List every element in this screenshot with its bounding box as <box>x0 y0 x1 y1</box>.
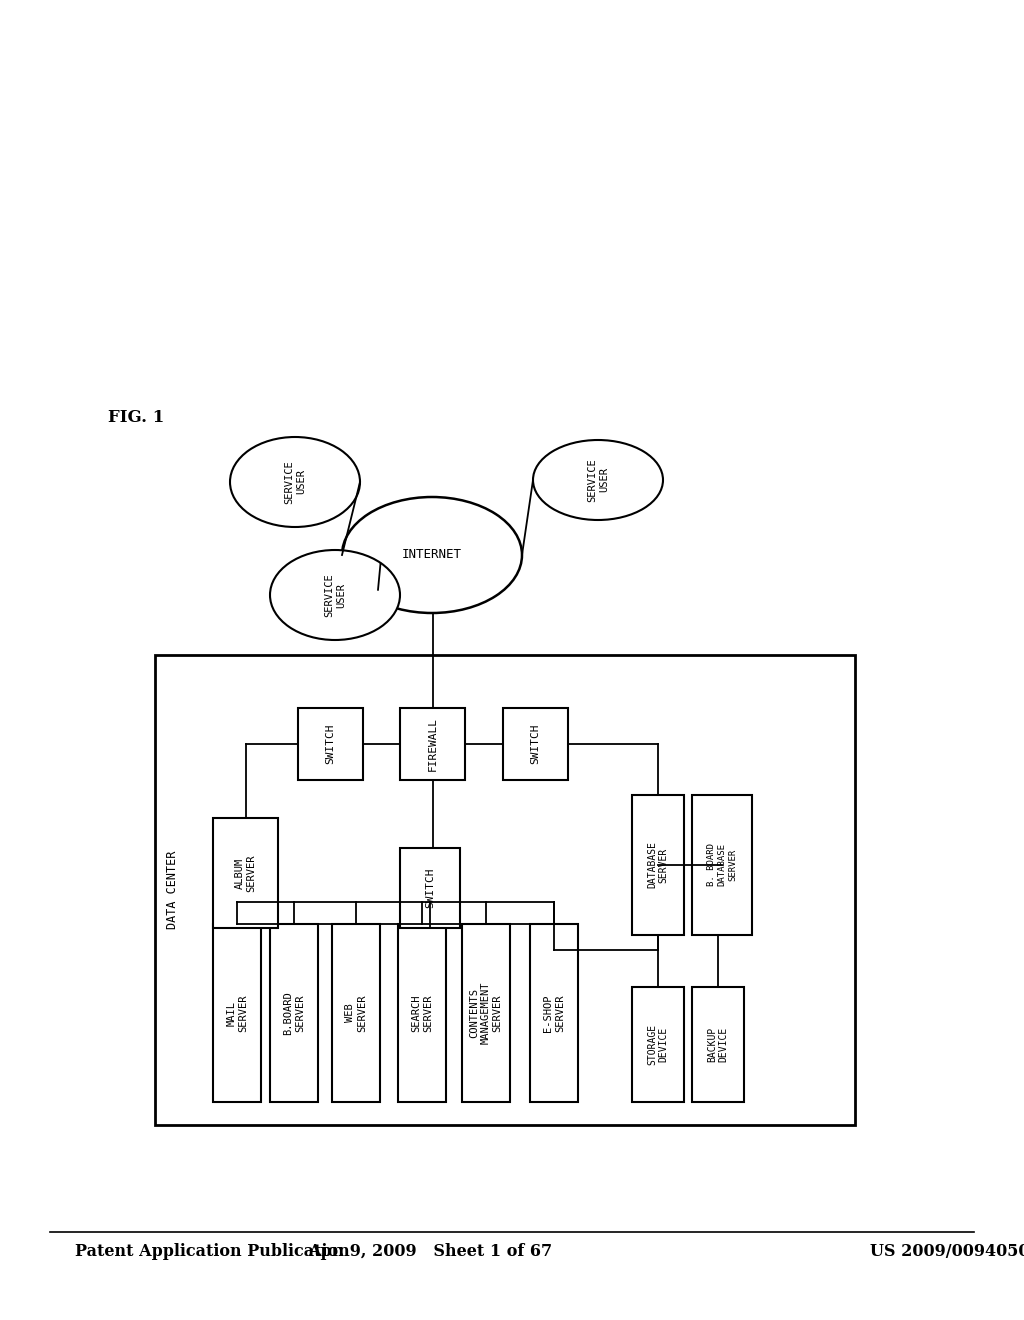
Bar <box>400 708 465 780</box>
Bar <box>398 924 446 1102</box>
Text: ALBUM
SERVER: ALBUM SERVER <box>234 854 256 892</box>
Bar <box>400 847 460 928</box>
Text: SERVICE
USER: SERVICE USER <box>325 573 346 616</box>
Bar <box>632 795 684 935</box>
Text: SEARCH
SERVER: SEARCH SERVER <box>412 994 433 1032</box>
Text: B.BOARD
SERVER: B.BOARD SERVER <box>284 991 305 1035</box>
Text: E-SHOP
SERVER: E-SHOP SERVER <box>543 994 565 1032</box>
Ellipse shape <box>534 440 663 520</box>
Text: SWITCH: SWITCH <box>530 723 541 764</box>
Bar <box>692 987 744 1102</box>
Bar <box>632 987 684 1102</box>
Text: DATABASE
SERVER: DATABASE SERVER <box>647 842 669 888</box>
Text: MAIL
SERVER: MAIL SERVER <box>226 994 248 1032</box>
Bar <box>530 924 578 1102</box>
Ellipse shape <box>270 550 400 640</box>
Text: STORAGE
DEVICE: STORAGE DEVICE <box>647 1024 669 1065</box>
Text: INTERNET: INTERNET <box>402 549 462 561</box>
Text: Apr. 9, 2009   Sheet 1 of 67: Apr. 9, 2009 Sheet 1 of 67 <box>308 1243 552 1261</box>
Bar <box>298 708 362 780</box>
Text: SWITCH: SWITCH <box>326 723 336 764</box>
Text: B. BOARD
DATABASE
SERVER: B. BOARD DATABASE SERVER <box>708 843 737 887</box>
Text: BACKUP
DEVICE: BACKUP DEVICE <box>708 1027 729 1063</box>
Ellipse shape <box>342 498 522 612</box>
Bar <box>332 924 380 1102</box>
Text: CONTENTS
MANAGEMENT
SERVER: CONTENTS MANAGEMENT SERVER <box>469 982 503 1044</box>
Text: WEB
SERVER: WEB SERVER <box>345 994 367 1032</box>
Bar <box>270 924 318 1102</box>
Text: FIG. 1: FIG. 1 <box>108 408 164 425</box>
Bar <box>213 924 261 1102</box>
Text: SERVICE
USER: SERVICE USER <box>587 458 609 502</box>
Text: FIREWALL: FIREWALL <box>427 717 437 771</box>
Bar <box>503 708 568 780</box>
Bar <box>462 924 510 1102</box>
Text: Patent Application Publication: Patent Application Publication <box>75 1243 350 1261</box>
Bar <box>213 818 278 928</box>
Bar <box>692 795 752 935</box>
Text: SWITCH: SWITCH <box>425 867 435 908</box>
Bar <box>155 655 855 1125</box>
Text: US 2009/0094050 A1: US 2009/0094050 A1 <box>870 1243 1024 1261</box>
Text: SERVICE
USER: SERVICE USER <box>285 461 306 504</box>
Ellipse shape <box>230 437 360 527</box>
Text: DATA CENTER: DATA CENTER <box>166 851 178 929</box>
